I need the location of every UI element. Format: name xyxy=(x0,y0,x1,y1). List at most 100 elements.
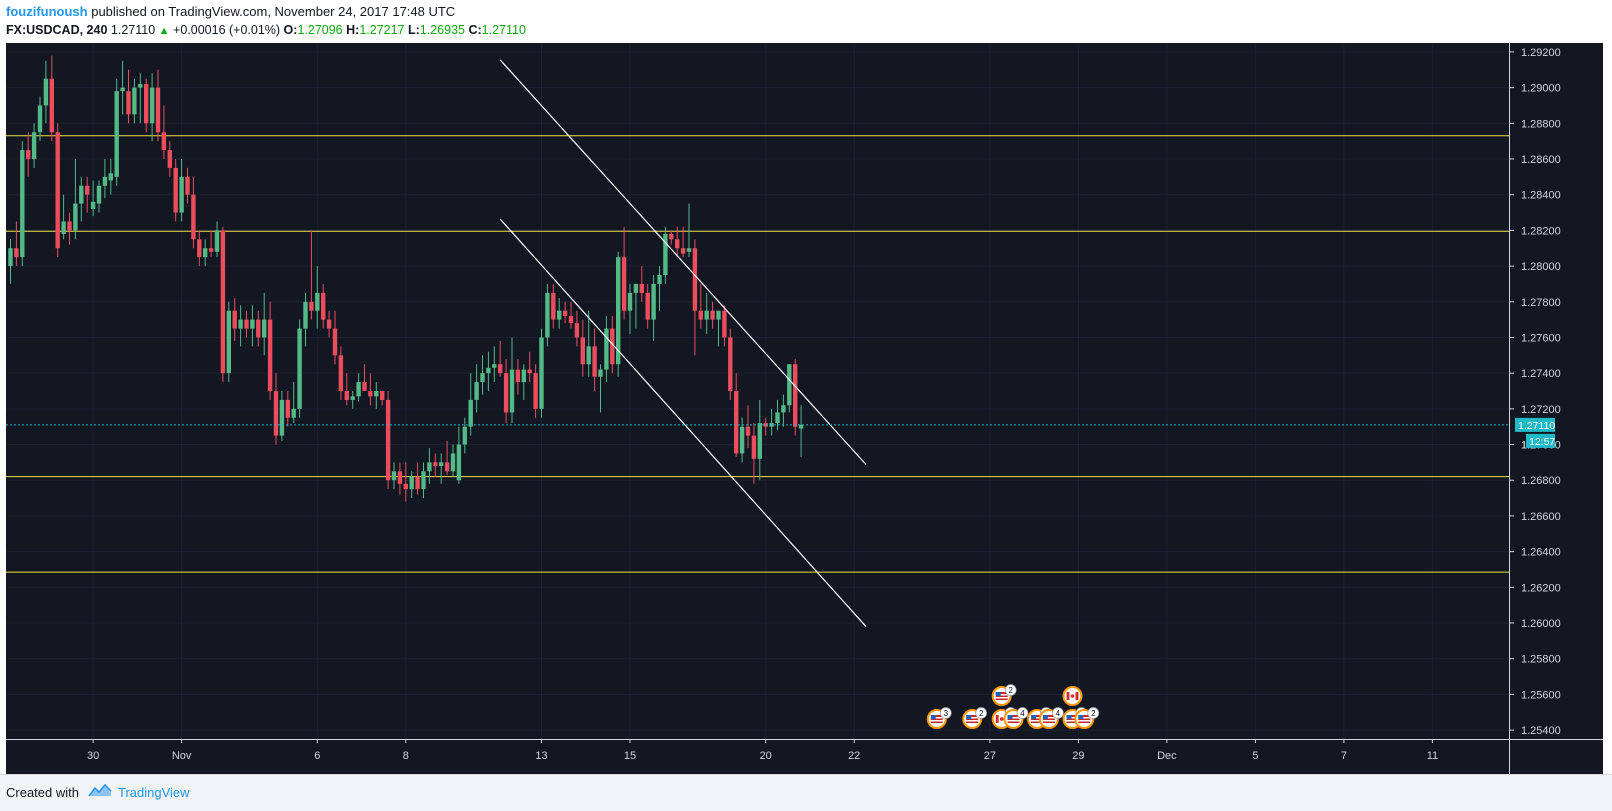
candle-body xyxy=(598,369,603,377)
candle-body xyxy=(686,248,692,252)
candle-body xyxy=(114,91,119,177)
candle-body xyxy=(332,328,338,356)
candle-body xyxy=(480,373,485,383)
candle-body xyxy=(557,310,562,320)
us-flag-stripe xyxy=(1031,717,1044,719)
close-value: 1.27110 xyxy=(481,23,526,37)
candle-body xyxy=(604,328,609,370)
symbol-legend: FX:USDCAD, 240 1.27110 ▲ +0.00016 (+0.01… xyxy=(6,21,526,40)
ca-flag-band xyxy=(995,715,999,723)
candle-body xyxy=(551,292,556,320)
candle-bullish xyxy=(409,471,414,499)
candle-bullish xyxy=(439,453,444,484)
x-tick-label: Dec xyxy=(1157,750,1177,762)
candle-body xyxy=(498,364,503,374)
candle-body xyxy=(462,426,467,445)
us-flag-stripes xyxy=(966,715,979,723)
candle-bearish xyxy=(55,123,60,258)
candle-body xyxy=(539,337,544,409)
us-flag-stripe xyxy=(966,717,979,719)
candle-bullish xyxy=(291,382,296,424)
candle-bearish xyxy=(49,55,54,142)
candle-body xyxy=(85,185,90,195)
us-flag-stripes xyxy=(1066,715,1079,723)
candle-bearish xyxy=(338,346,344,400)
candle-body xyxy=(297,328,302,409)
us-flag-canton xyxy=(995,692,1001,696)
candle-bearish xyxy=(173,159,178,222)
candle-bearish xyxy=(368,373,373,406)
candle-bullish xyxy=(303,292,308,347)
tradingview-link[interactable]: TradingView xyxy=(118,785,190,800)
candle-bullish xyxy=(604,316,609,383)
candle-bearish xyxy=(191,176,196,249)
candle-body xyxy=(621,257,627,311)
candle-body xyxy=(144,84,149,124)
trend-channel-line xyxy=(499,59,867,465)
candle-bullish xyxy=(627,283,633,334)
us-flag-stripes xyxy=(1042,715,1055,723)
candle-body xyxy=(226,310,231,374)
symbol-name[interactable]: FX:USDCAD, 240 xyxy=(6,23,108,37)
us-flag-canton xyxy=(1066,715,1072,719)
us-flag-canton xyxy=(1042,715,1048,719)
candle-body xyxy=(214,230,220,252)
event-badge xyxy=(1016,707,1029,719)
y-tick-label: 1.27400 xyxy=(1521,368,1561,380)
candle-body xyxy=(37,105,43,133)
candle-bearish xyxy=(85,176,90,213)
candle-bullish xyxy=(509,337,515,424)
candle-bearish xyxy=(256,310,261,347)
candle-body xyxy=(698,310,703,320)
candle-bullish xyxy=(462,417,467,454)
candle-body xyxy=(356,382,361,397)
candle-body xyxy=(155,87,161,133)
candle-body xyxy=(303,301,308,329)
candle-body xyxy=(515,369,521,383)
event-badge xyxy=(1087,707,1100,719)
y-tick-label: 1.26000 xyxy=(1521,618,1561,630)
candle-body xyxy=(179,176,184,213)
candle-bearish xyxy=(244,310,249,338)
candle-bearish xyxy=(285,391,290,427)
candle-body xyxy=(403,483,408,490)
candle-bullish xyxy=(102,159,108,199)
y-tick-label: 1.28800 xyxy=(1521,118,1561,130)
open-label: O: xyxy=(283,23,298,37)
candle-bullish xyxy=(238,305,243,347)
us-flag-stripes xyxy=(1031,715,1044,723)
candle-body xyxy=(568,316,574,324)
trend-channel-line xyxy=(499,218,867,627)
candle-body xyxy=(61,221,66,234)
candle-bearish xyxy=(167,141,172,177)
candle-body xyxy=(798,424,804,429)
candle-body xyxy=(704,310,709,320)
chart-area[interactable]: 3222424521.292001.290001.288001.286001.2… xyxy=(6,43,1603,774)
maple-leaf-icon xyxy=(999,717,1004,721)
candle-body xyxy=(385,399,391,481)
candle-bearish xyxy=(621,226,627,320)
candle-body xyxy=(527,369,532,374)
x-tick-label: 5 xyxy=(1252,750,1258,762)
us-flag-stripe xyxy=(1007,717,1020,719)
price-chart[interactable]: 3222424521.292001.290001.288001.286001.2… xyxy=(6,43,1603,774)
candle-body xyxy=(450,453,456,472)
candle-body xyxy=(574,323,580,338)
candle-body xyxy=(102,176,108,186)
candle-body xyxy=(73,203,78,231)
candle-body xyxy=(285,399,290,418)
us-event-icon: 2 xyxy=(1074,707,1100,729)
last-price: 1.27110 xyxy=(110,23,156,37)
candle-bullish xyxy=(203,239,208,267)
candle-bearish xyxy=(332,310,338,365)
x-tick-label: 11 xyxy=(1427,750,1438,762)
candle-body xyxy=(545,292,550,338)
candle-body xyxy=(657,275,662,284)
author-link[interactable]: fouzifunoush xyxy=(6,4,88,19)
candle-bullish xyxy=(474,364,479,413)
candle-body xyxy=(250,319,255,329)
candle-bearish xyxy=(144,78,149,133)
candle-bearish xyxy=(321,283,326,329)
candle-bullish xyxy=(456,426,462,484)
candle-body xyxy=(775,412,780,424)
